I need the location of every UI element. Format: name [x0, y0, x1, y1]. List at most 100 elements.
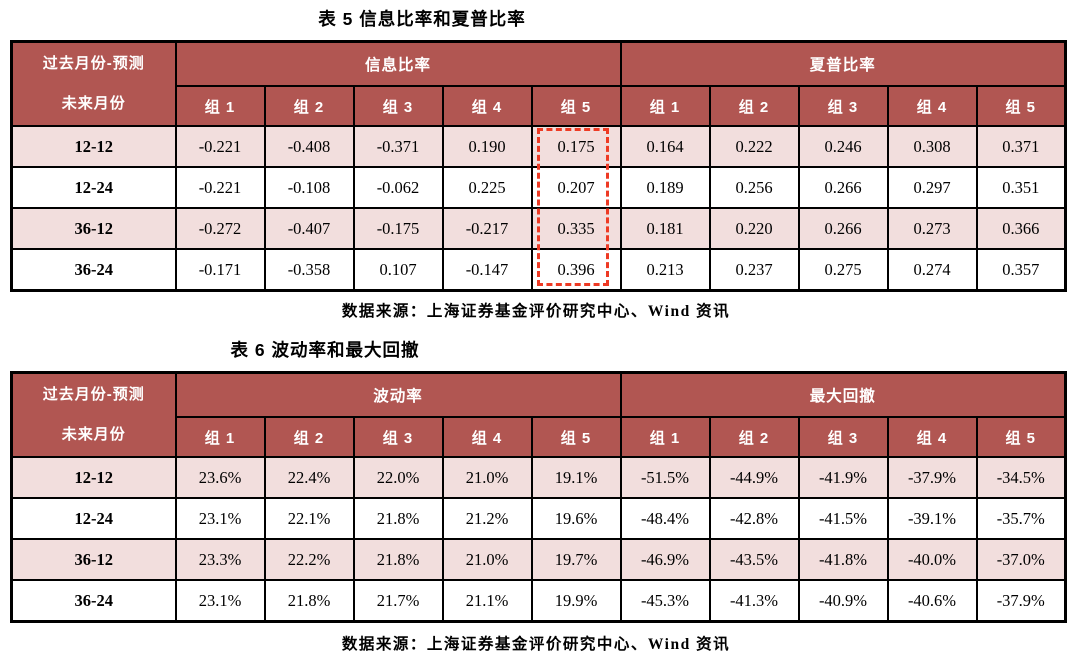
- group-header: 组 2: [708, 416, 800, 458]
- data-cell: -40.6%: [886, 579, 978, 623]
- data-cell: 0.107: [352, 248, 444, 292]
- data-cell: 0.246: [797, 125, 889, 168]
- table-row: 12-24 23.1% 22.1% 21.8% 21.2% 19.6% -48.4% -42.…: [10, 497, 1067, 540]
- data-cell: 23.1%: [174, 497, 266, 540]
- data-cell: 0.266: [797, 207, 889, 250]
- row-label: 36-24: [10, 579, 177, 623]
- data-cell: -42.8%: [708, 497, 800, 540]
- group-header: 组 2: [263, 85, 355, 127]
- corner-header-line: 未来月份: [61, 95, 126, 112]
- data-cell: -37.9%: [975, 579, 1067, 623]
- row-label: 12-24: [10, 497, 177, 540]
- data-cell: -0.272: [174, 207, 266, 250]
- data-cell: 0.175: [530, 125, 622, 168]
- data-cell: 19.1%: [530, 456, 622, 499]
- data-cell: -37.9%: [886, 456, 978, 499]
- section-header: 信息比率: [174, 40, 622, 87]
- group-header: 组 3: [797, 416, 889, 458]
- group-header: 组 4: [441, 416, 533, 458]
- group-header: 组 5: [975, 416, 1067, 458]
- data-cell: -39.1%: [886, 497, 978, 540]
- data-cell: 0.207: [530, 166, 622, 209]
- corner-header-line: 过去月份-预测: [42, 386, 145, 403]
- data-cell: 21.8%: [352, 497, 444, 540]
- table-row: 36-24 -0.171 -0.358 0.107 -0.147 0.396 0.213 0.…: [10, 248, 1067, 292]
- row-label: 36-12: [10, 538, 177, 581]
- data-cell: 19.6%: [530, 497, 622, 540]
- data-cell: -35.7%: [975, 497, 1067, 540]
- data-cell: 0.190: [441, 125, 533, 168]
- data-cell: -0.408: [263, 125, 355, 168]
- table-row: 36-12 -0.272 -0.407 -0.175 -0.217 0.335 0.181 0…: [10, 207, 1067, 250]
- data-cell: -40.9%: [797, 579, 889, 623]
- data-cell: -46.9%: [619, 538, 711, 581]
- data-cell: 22.2%: [263, 538, 355, 581]
- table5-source: 数据来源：上海证券基金评价研究中心、Wind 资讯: [341, 303, 731, 320]
- header-row-sections: 过去月份-预测 未来月份 波动率 最大回撤: [10, 371, 1067, 458]
- data-cell: 0.396: [530, 248, 622, 292]
- data-cell: 0.266: [797, 166, 889, 209]
- data-cell: 19.7%: [530, 538, 622, 581]
- data-cell: 0.351: [975, 166, 1067, 209]
- row-label: 36-12: [10, 207, 177, 250]
- row-label: 12-12: [10, 125, 177, 168]
- data-cell: 0.256: [708, 166, 800, 209]
- data-cell: 0.274: [886, 248, 978, 292]
- row-label: 12-24: [10, 166, 177, 209]
- corner-header: 过去月份-预测 未来月份: [10, 40, 177, 127]
- data-cell: 0.275: [797, 248, 889, 292]
- data-cell: 21.1%: [441, 579, 533, 623]
- table-row: 36-12 23.3% 22.2% 21.8% 21.0% 19.7% -46.9% -43.…: [10, 538, 1067, 581]
- data-cell: 21.0%: [441, 456, 533, 499]
- data-cell: -41.8%: [797, 538, 889, 581]
- data-cell: 0.371: [975, 125, 1067, 168]
- data-cell: 0.366: [975, 207, 1067, 250]
- group-header: 组 1: [174, 416, 266, 458]
- group-header: 组 4: [886, 85, 978, 127]
- data-cell: -41.3%: [708, 579, 800, 623]
- data-cell: -37.0%: [975, 538, 1067, 581]
- group-header: 组 3: [352, 85, 444, 127]
- corner-header-line: 未来月份: [61, 426, 126, 443]
- data-cell: 21.2%: [441, 497, 533, 540]
- group-header: 组 4: [441, 85, 533, 127]
- data-cell: 0.222: [708, 125, 800, 168]
- group-header: 组 3: [797, 85, 889, 127]
- group-header: 组 1: [619, 85, 711, 127]
- data-cell: -0.221: [174, 125, 266, 168]
- data-cell: -0.221: [174, 166, 266, 209]
- group-header: 组 2: [708, 85, 800, 127]
- data-cell: 22.0%: [352, 456, 444, 499]
- data-cell: 21.0%: [441, 538, 533, 581]
- data-cell: -44.9%: [708, 456, 800, 499]
- data-cell: 0.225: [441, 166, 533, 209]
- data-cell: 0.189: [619, 166, 711, 209]
- group-header: 组 1: [619, 416, 711, 458]
- group-header: 组 3: [352, 416, 444, 458]
- header-row-sections: 过去月份-预测 未来月份 信息比率 夏普比率: [10, 40, 1067, 127]
- data-cell: 0.220: [708, 207, 800, 250]
- data-cell: -43.5%: [708, 538, 800, 581]
- section-header: 波动率: [174, 371, 622, 418]
- data-cell: 0.308: [886, 125, 978, 168]
- data-cell: 22.1%: [263, 497, 355, 540]
- data-cell: -0.217: [441, 207, 533, 250]
- data-cell: 21.8%: [352, 538, 444, 581]
- data-cell: 23.6%: [174, 456, 266, 499]
- section-header: 夏普比率: [619, 40, 1067, 87]
- data-cell: 0.237: [708, 248, 800, 292]
- data-cell: -34.5%: [975, 456, 1067, 499]
- group-header: 组 1: [174, 85, 266, 127]
- table-row: 12-12 23.6% 22.4% 22.0% 21.0% 19.1% -51.5% -44.…: [10, 456, 1067, 499]
- data-cell: 0.297: [886, 166, 978, 209]
- data-cell: -48.4%: [619, 497, 711, 540]
- section-header: 最大回撤: [619, 371, 1067, 418]
- table5-title: 表 5 信息比率和夏普比率: [318, 9, 526, 29]
- corner-header: 过去月份-预测 未来月份: [10, 371, 177, 458]
